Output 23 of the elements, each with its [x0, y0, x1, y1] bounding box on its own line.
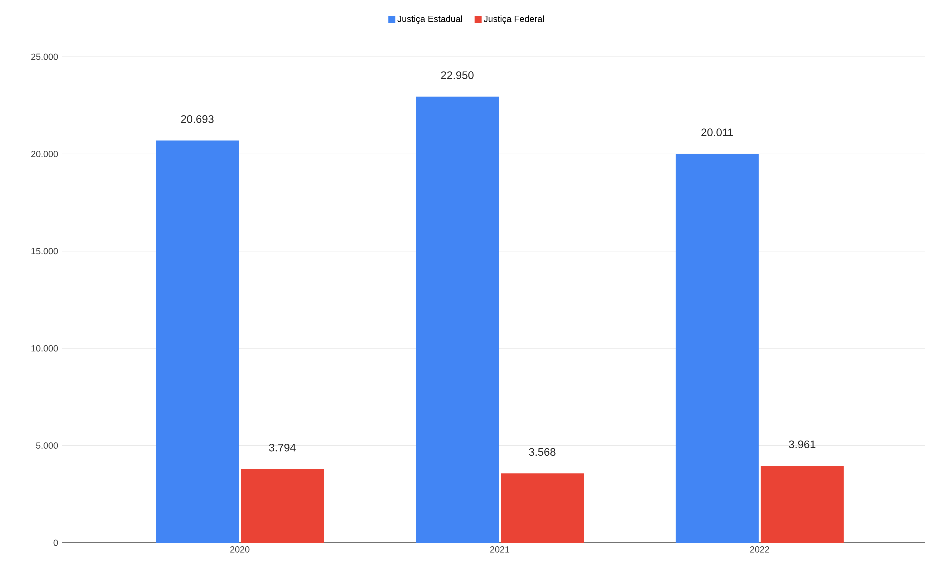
bar — [501, 474, 584, 543]
y-tick-label: 5.000 — [36, 442, 58, 449]
bar — [156, 140, 240, 543]
y-tick-label: 0 — [54, 540, 58, 546]
y-tick-label: 20.000 — [32, 151, 58, 158]
x-tick-label: 2022 — [750, 546, 770, 553]
legend-label: Justiça Estadual — [398, 16, 462, 24]
data-label: 3.794 — [269, 444, 296, 452]
bar — [241, 469, 324, 543]
bar — [760, 466, 844, 543]
legend-label: Justiça Federal — [484, 16, 544, 24]
data-label: 22.950 — [441, 72, 474, 80]
data-label: 20.011 — [702, 128, 734, 136]
x-tick-label: 2021 — [490, 546, 510, 553]
y-tick-label: 15.000 — [32, 248, 58, 255]
x-tick-label: 2020 — [230, 546, 250, 553]
bar — [676, 154, 759, 543]
y-tick-label: 10.000 — [32, 345, 58, 352]
data-label: 20.693 — [181, 115, 214, 124]
y-tick-label: 25.000 — [32, 54, 58, 60]
bar — [416, 96, 500, 543]
data-label: 3.961 — [789, 440, 816, 448]
data-label: 3.568 — [529, 448, 556, 456]
